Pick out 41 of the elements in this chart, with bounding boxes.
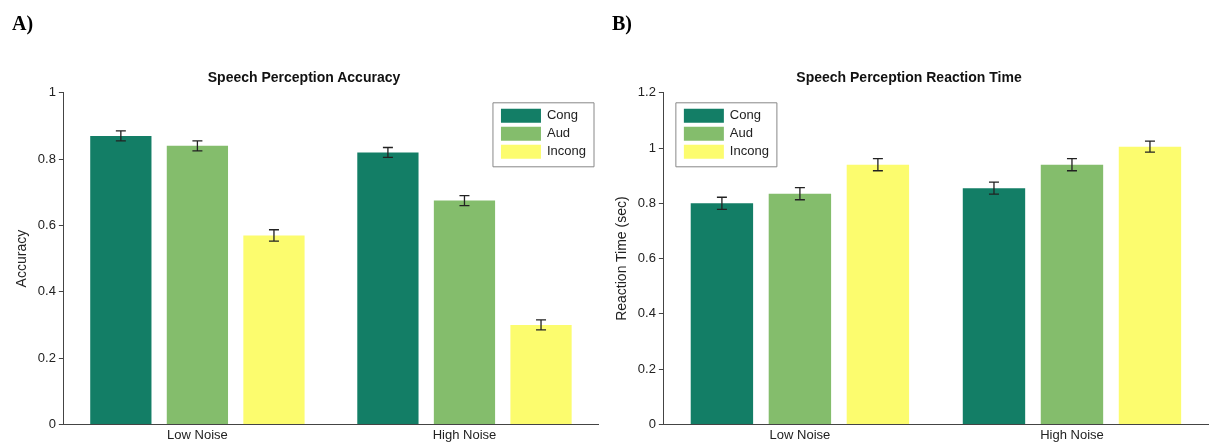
y-tick-label: 0.2 [637, 360, 656, 376]
legend-label: Incong [729, 143, 769, 159]
x-tick-label: Low Noise [167, 426, 228, 442]
bar [90, 135, 152, 424]
legend-label: Cong [546, 107, 579, 123]
y-tick-label: 0.4 [37, 283, 56, 299]
y-tick-label: 0.4 [637, 305, 656, 321]
bar [433, 200, 496, 424]
y-tick-label: 1 [648, 139, 656, 155]
legend-label: Aud [546, 125, 571, 141]
y-tick-label: 0.2 [37, 349, 56, 365]
y-tick-label: 0.6 [637, 250, 656, 266]
bar [962, 188, 1026, 424]
bar [768, 193, 832, 424]
legend-label: Aud [729, 125, 754, 141]
chart-title: Speech Perception Accuracy [207, 69, 401, 86]
bar [1118, 146, 1182, 424]
legend-label: Cong [729, 107, 761, 123]
y-axis-title: Accuracy [13, 229, 30, 288]
x-tick-label: High Noise [1040, 426, 1104, 442]
y-tick-label: 0.6 [37, 217, 56, 233]
bar [166, 145, 229, 424]
legend-label: Incong [546, 143, 587, 159]
y-tick-label: 0.8 [37, 150, 56, 166]
y-tick-label: 0.8 [637, 194, 656, 210]
x-tick-label: Low Noise [769, 426, 831, 442]
y-tick-label: 0 [48, 415, 56, 431]
x-tick-label: High Noise [432, 426, 497, 442]
text: B) [612, 12, 632, 35]
y-tick-label: 1.2 [637, 84, 656, 100]
bar [357, 152, 419, 424]
bar [690, 203, 754, 424]
bar [243, 235, 305, 424]
y-tick-label: 1 [48, 84, 56, 100]
bar [1040, 164, 1104, 424]
y-axis-title: Reaction Time (sec) [613, 196, 630, 321]
chart-title: Speech Perception Reaction Time [796, 69, 1022, 86]
bar [846, 164, 910, 424]
bar [510, 324, 572, 424]
y-tick-label: 0 [648, 415, 656, 431]
text: A) [12, 12, 34, 35]
